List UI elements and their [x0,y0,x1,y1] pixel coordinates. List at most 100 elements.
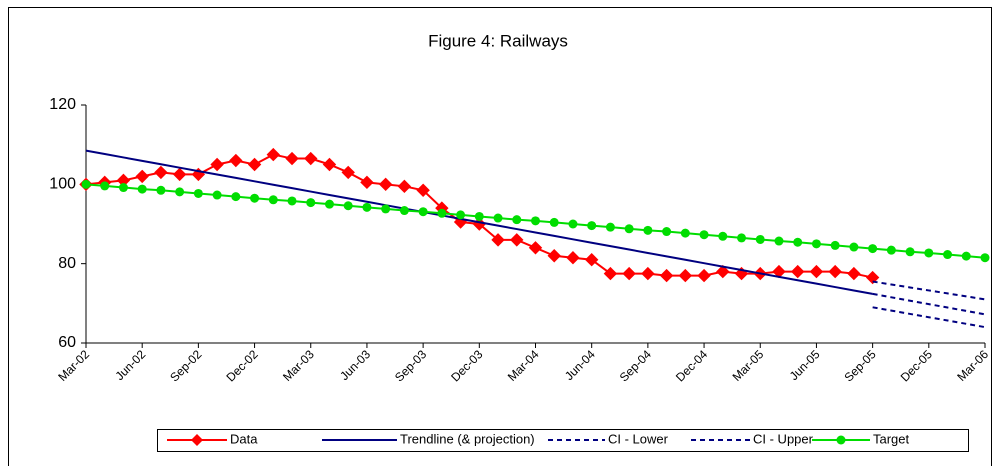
data-point [622,266,636,281]
data-point [324,199,334,209]
data-point [847,266,861,281]
data-point [549,217,559,227]
data-point [886,245,896,255]
data-point [961,251,971,261]
data-point [718,231,728,241]
data-point [266,147,280,162]
y-tick-label: 100 [49,176,76,193]
data-point [868,244,878,254]
data-point [491,233,505,247]
data-point [378,177,393,192]
data-point [568,219,578,229]
data-point [362,202,372,212]
data-point [547,249,561,263]
data-point [643,225,653,235]
data-point [924,248,934,258]
data-point [172,167,187,182]
data-point [641,266,655,281]
data-point [659,268,674,283]
data-point [397,179,412,194]
data-point [322,157,337,172]
legend-marker [191,434,203,446]
data-point [135,169,149,184]
data-point [210,157,224,172]
series-line [85,149,873,295]
data-point [531,216,540,226]
data-point [456,210,466,220]
data-point [268,195,278,205]
data-point [678,268,693,283]
data-point [137,184,147,194]
data-point [418,207,428,217]
data-point [343,201,353,211]
data-point [474,211,484,221]
data-point [755,234,765,244]
data-point [793,237,803,247]
data-point [809,264,824,279]
data-point [175,187,185,197]
data-point [566,251,580,265]
chart-title: Figure 4: Railways [428,31,568,50]
data-point [512,215,522,225]
data-point [156,185,166,195]
y-tick-label: 80 [58,255,76,272]
data-point [584,252,599,267]
data-point [193,188,203,198]
data-point [81,179,91,189]
data-point [304,151,318,166]
data-point [605,222,615,232]
data-point [399,206,409,216]
data-point [154,165,168,180]
legend-marker [836,435,846,445]
data-point [603,266,618,281]
y-tick-label: 120 [49,96,76,113]
data-point [774,236,784,246]
data-point [437,208,447,218]
data-point [791,264,805,279]
data-point [100,181,110,191]
data-point [229,153,243,168]
data-point [360,175,374,190]
data-point [716,264,730,279]
data-point [381,204,391,214]
data-point [830,240,840,250]
legend-label: CI - Lower [608,431,669,446]
legend-label: Data [230,431,258,446]
series-line-dashed [872,306,986,329]
data-point [587,221,597,231]
data-point [697,268,711,283]
data-point [680,228,690,238]
series-line-dashed [872,280,986,301]
data-point [493,213,503,223]
data-point [811,239,821,249]
data-point [416,183,430,197]
data-point [247,157,262,172]
data-point [699,230,709,240]
data-point [287,196,297,206]
data-point [865,270,880,285]
data-point [118,183,128,193]
legend-box [157,429,969,452]
legend-label: Trendline (& projection) [400,431,535,446]
data-point [980,253,990,263]
legend-label: CI - Upper [753,431,814,446]
data-point [250,193,260,203]
data-point [905,247,915,257]
data-point [306,198,316,208]
data-point [662,227,672,237]
data-point [231,192,241,202]
data-point [943,250,953,260]
data-point [737,233,747,243]
series-line-dashed [872,292,986,316]
data-point [341,165,355,180]
data-point [285,151,299,166]
data-point [510,233,524,247]
data-point [528,241,543,255]
y-tick-label: 60 [58,334,76,351]
data-point [212,190,222,200]
data-point [828,264,842,279]
legend-label: Target [873,431,910,446]
data-point [624,224,634,234]
